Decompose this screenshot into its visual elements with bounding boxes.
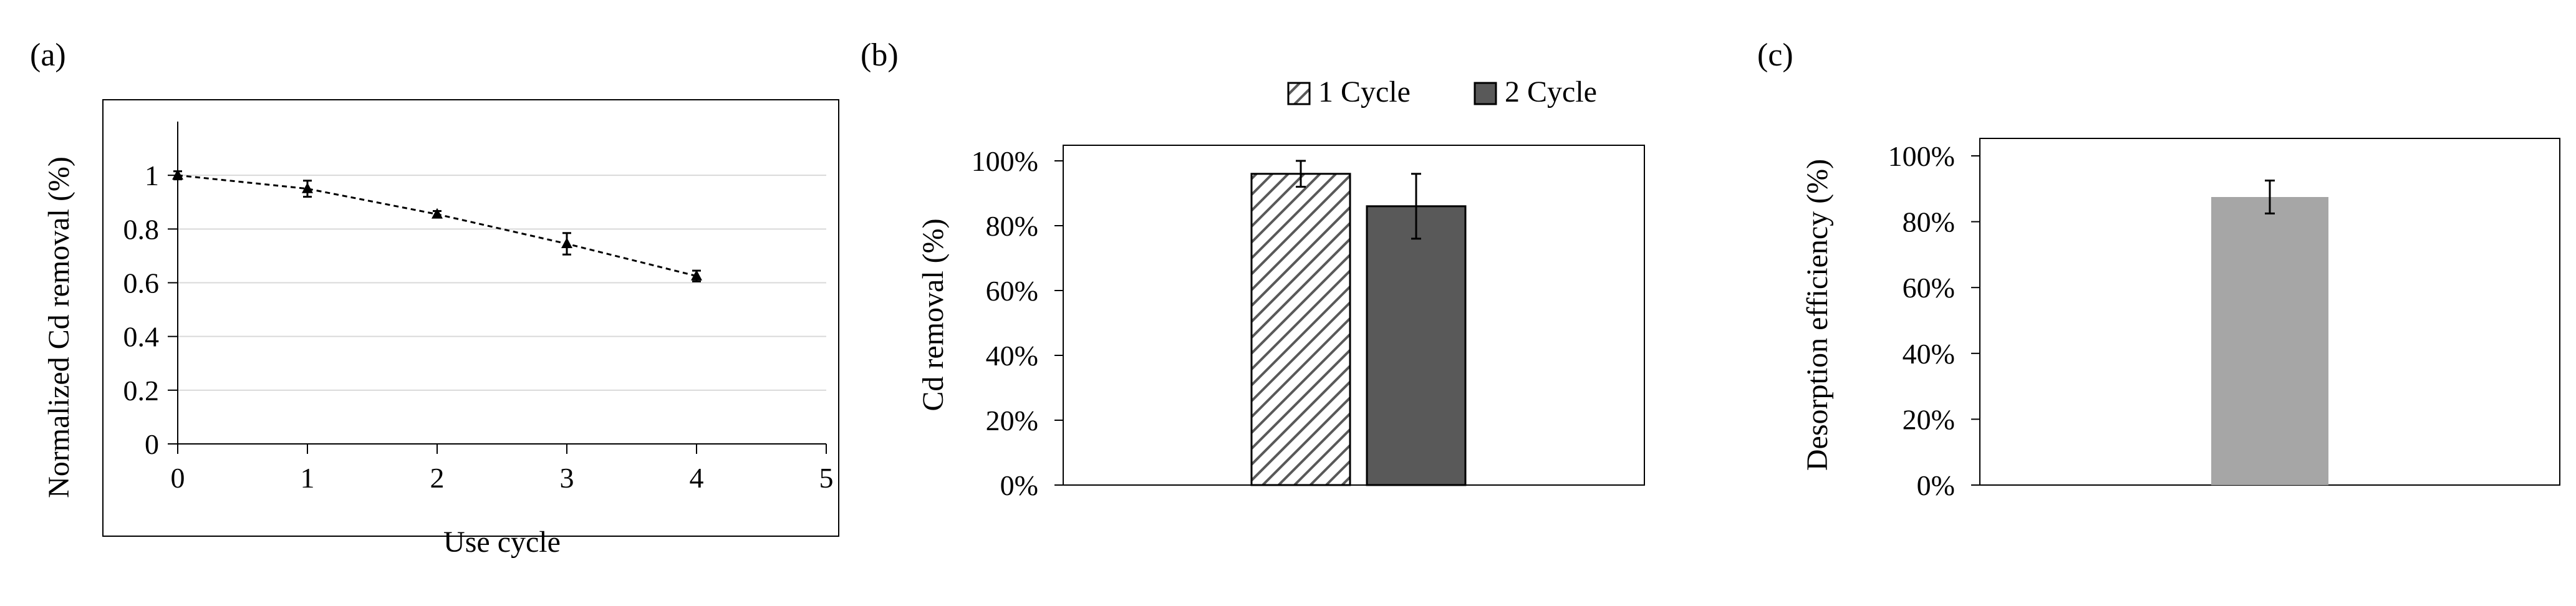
y-tick-label: 0.6 xyxy=(123,267,160,299)
panel-a-series xyxy=(172,169,702,282)
legend-label: 2 Cycle xyxy=(1505,75,1597,108)
panel-c-label: (c) xyxy=(1757,37,1793,73)
y-tick-label: 20% xyxy=(986,405,1038,436)
y-tick-label: 0% xyxy=(1917,469,1955,501)
y-tick-label: 0.2 xyxy=(123,375,160,406)
panel-b: (b) 0% 20% 40% 60% 80% 100% 1 Cycle 2 Cycle Cd… xyxy=(861,37,1645,501)
y-tick-label: 60% xyxy=(1903,272,1955,304)
panel-a-y-axis-title: Normalized Cd removal (%) xyxy=(42,156,75,498)
x-tick-label: 5 xyxy=(819,462,834,494)
y-tick-label: 100% xyxy=(972,145,1038,177)
data-point xyxy=(172,169,183,180)
y-tick-label: 0 xyxy=(145,428,159,460)
panel-a-plot-area xyxy=(102,99,839,537)
y-tick-label: 20% xyxy=(1903,403,1955,435)
panel-a-gridlines xyxy=(178,175,826,391)
y-tick-label: 40% xyxy=(1903,338,1955,370)
y-tick-label: 1 xyxy=(145,160,159,191)
panel-b-y-axis-title: Cd removal (%) xyxy=(917,218,950,411)
panel-b-plot-area xyxy=(1063,145,1645,486)
y-tick-label: 0.4 xyxy=(123,321,160,353)
panel-b-bars xyxy=(1250,160,1467,486)
panel-a-axes xyxy=(168,122,827,454)
x-tick-label: 1 xyxy=(301,462,315,494)
panel-a: (a) 0 0.2 0.4 0.6 0.8 1 0 1 2 3 4 5 Use cycle Norma… xyxy=(30,37,839,559)
data-point xyxy=(302,182,313,193)
panel-c-y-axis-title: Desorption efficiency (%) xyxy=(1801,159,1834,471)
y-tick-label: 100% xyxy=(1888,140,1955,172)
panel-a-x-axis-title: Use cycle xyxy=(443,526,561,559)
series-line xyxy=(177,174,697,277)
x-tick-label: 0 xyxy=(171,462,185,494)
panel-b-legend: 1 Cycle 2 Cycle xyxy=(1287,75,1597,108)
y-tick-label: 0% xyxy=(1000,469,1038,501)
panel-a-label: (a) xyxy=(30,37,66,73)
bar xyxy=(1366,205,1467,486)
panel-c-tick-labels: 0% 20% 40% 60% 80% 100% xyxy=(1888,140,1980,501)
legend-label: 1 Cycle xyxy=(1318,75,1411,108)
panel-c: (c) 0% 20% 40% 60% 80% 100% Desorption effici… xyxy=(1757,37,2560,501)
panel-c-bars xyxy=(2211,180,2328,485)
y-tick-label: 80% xyxy=(1903,206,1955,238)
x-tick-label: 2 xyxy=(430,462,445,494)
data-point xyxy=(561,238,572,249)
y-tick-label: 0.8 xyxy=(123,213,160,245)
legend-swatch xyxy=(1474,82,1497,105)
x-tick-label: 4 xyxy=(690,462,704,494)
y-tick-label: 40% xyxy=(986,340,1038,372)
bar xyxy=(1250,173,1351,486)
y-tick-label: 80% xyxy=(986,210,1038,242)
legend-swatch xyxy=(1287,82,1311,105)
data-point xyxy=(432,208,443,219)
x-tick-label: 3 xyxy=(560,462,574,494)
y-tick-label: 60% xyxy=(986,275,1038,307)
data-point xyxy=(691,269,702,281)
panel-a-tick-labels: 0 0.2 0.4 0.6 0.8 1 0 1 2 3 4 5 xyxy=(123,160,834,494)
bar xyxy=(2211,197,2328,485)
panel-b-tick-labels: 0% 20% 40% 60% 80% 100% xyxy=(972,145,1063,501)
panel-b-label: (b) xyxy=(861,37,899,73)
